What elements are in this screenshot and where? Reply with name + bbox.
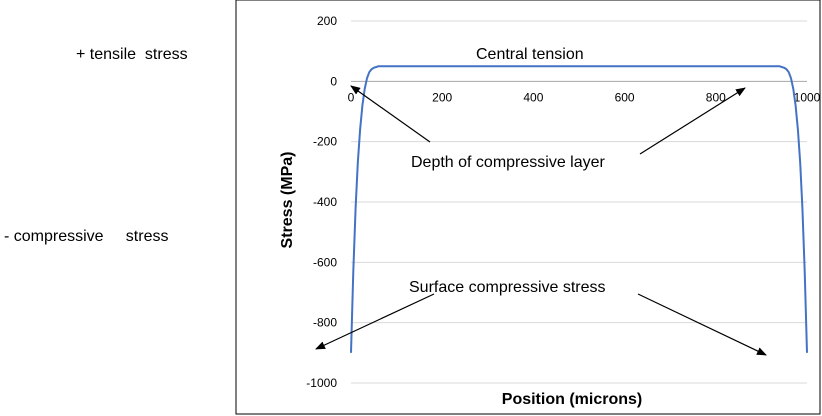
- x-tick-label: 200: [432, 90, 452, 104]
- arrow-surface-right: [637, 293, 767, 356]
- x-axis-title: Position (microns): [502, 391, 642, 408]
- y-tick-label: 0: [330, 74, 337, 88]
- arrow-surface-left: [315, 293, 435, 350]
- chart-frame: [235, 0, 821, 415]
- y-tick-label: -200: [313, 135, 337, 149]
- stress-series-line: [350, 65, 808, 353]
- x-tick-label: 400: [523, 90, 543, 104]
- x-tick-label: 0: [348, 90, 355, 104]
- y-tick-label: -1000: [306, 376, 337, 390]
- arrow-depth-right: [639, 87, 746, 155]
- annotation-depth-of-compressive-layer: Depth of compressive layer: [411, 154, 606, 171]
- y-tick-label: 200: [317, 14, 337, 28]
- compressive-stress-label: - compressive stress: [4, 228, 169, 245]
- arrow-depth-left: [350, 85, 431, 143]
- y-tick-label: -800: [313, 316, 337, 330]
- x-tick-label: 1000: [794, 90, 821, 104]
- y-axis-title: Stress (MPa): [279, 152, 296, 249]
- x-tick-label: 600: [615, 90, 635, 104]
- y-tick-label: -600: [313, 255, 337, 269]
- y-tick-label: -400: [313, 195, 337, 209]
- annotation-central-tension: Central tension: [476, 46, 584, 63]
- annotation-surface-compressive-stress: Surface compressive stress: [409, 279, 606, 296]
- x-tick-label: 800: [706, 90, 726, 104]
- tensile-stress-label: + tensile stress: [76, 46, 188, 63]
